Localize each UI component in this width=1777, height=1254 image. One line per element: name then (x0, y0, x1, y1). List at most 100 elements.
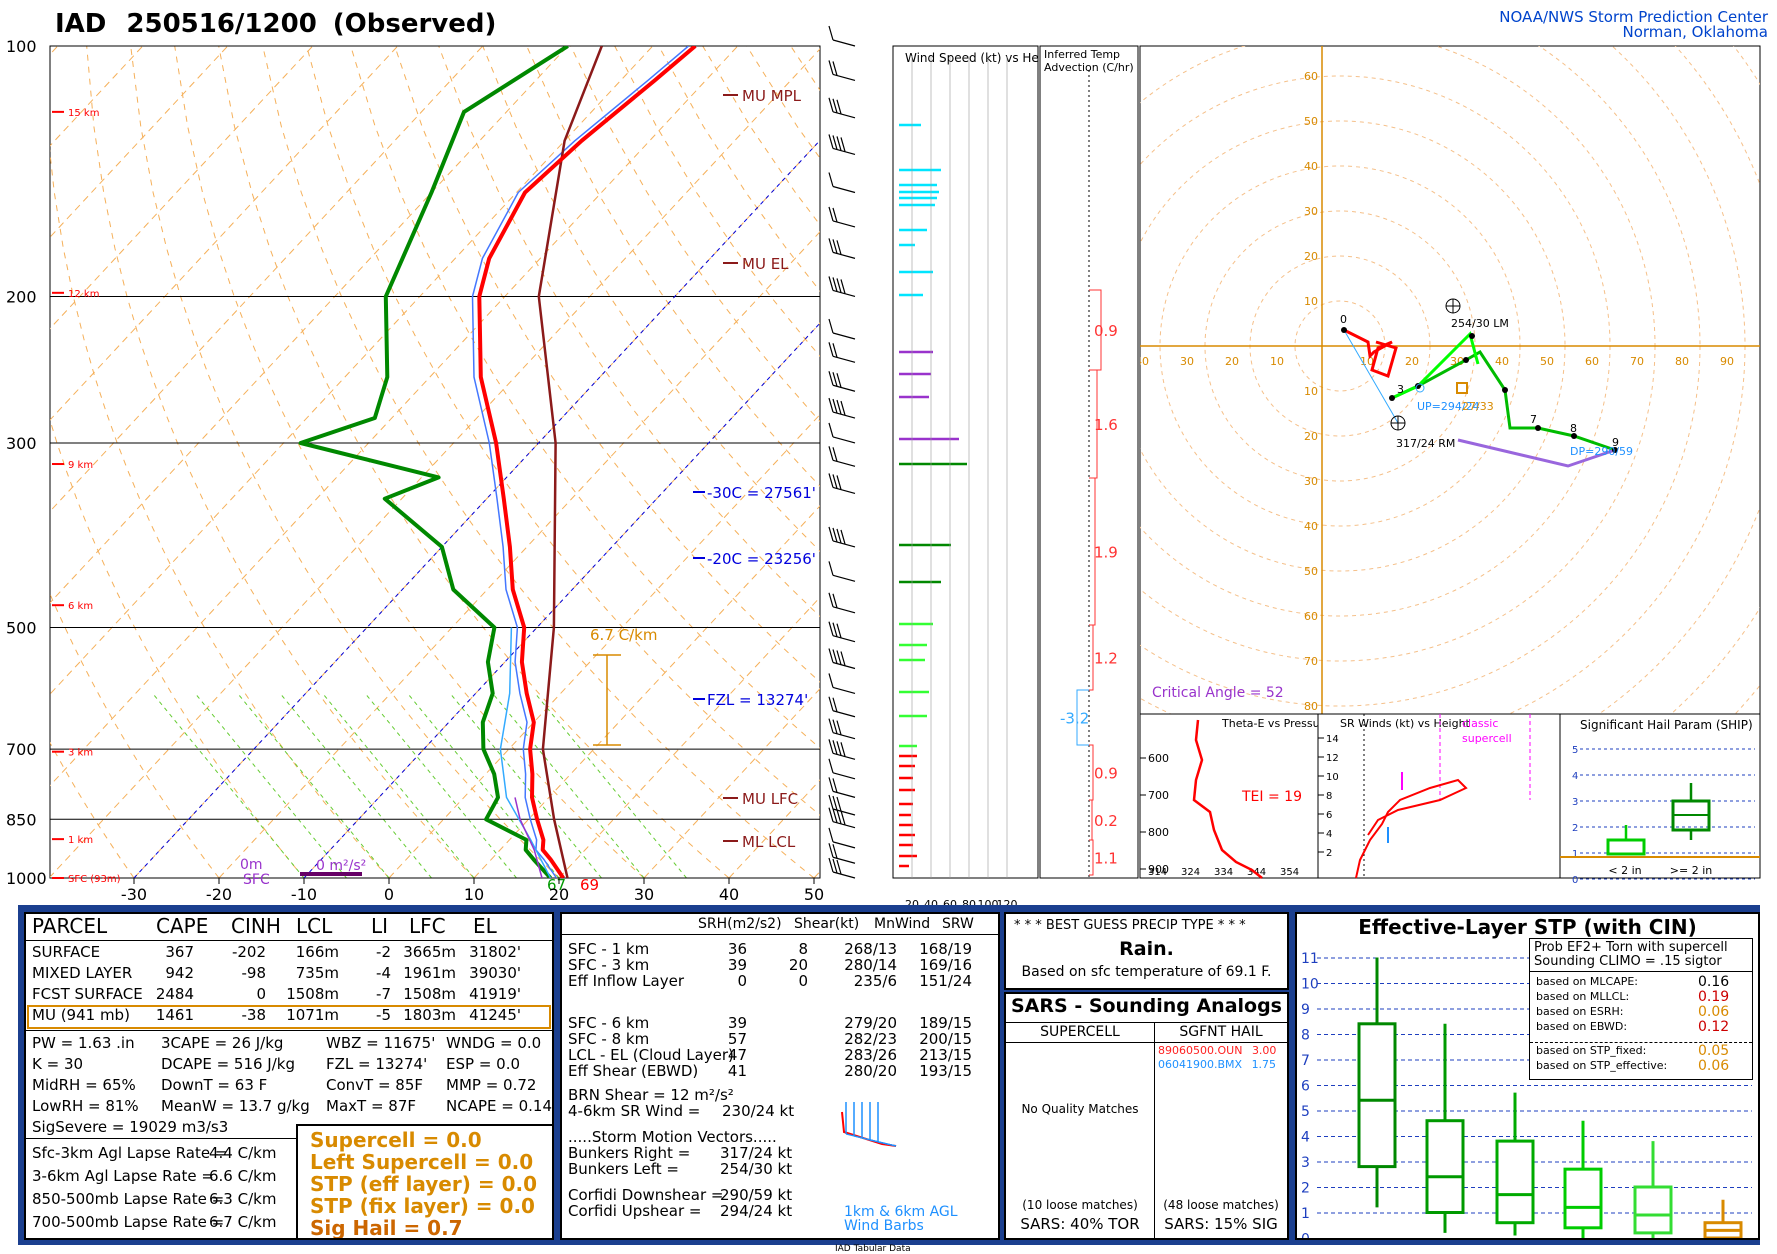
param-value: Left Supercell = 0.0 (310, 1150, 534, 1174)
hodo-ring-label: 60 (1304, 70, 1318, 83)
kin-value: 282/23 (844, 1030, 897, 1048)
param-value: Supercell = 0.0 (310, 1128, 482, 1152)
kin-value: 57 (727, 1030, 747, 1048)
precip-title: * * * BEST GUESS PRECIP TYPE * * * (1014, 918, 1246, 933)
theta-e-ytick: 700 (1148, 789, 1169, 802)
sr-wind-value: 230/24 kt (722, 1102, 795, 1120)
hodo-ring-label: 20 (1405, 355, 1419, 368)
stp-row-value: 0.12 (1698, 1019, 1730, 1035)
theta-e-xtick: 354 (1280, 867, 1299, 878)
kin-value: 280/14 (844, 956, 897, 974)
ship-ytick: 2 (1572, 823, 1578, 834)
storm-motion-label: Corfidi Downshear = (568, 1186, 724, 1204)
hodo-ring-label: 50 (1304, 565, 1318, 578)
kin-value: 169/16 (919, 956, 972, 974)
kin-value: 47 (727, 1046, 747, 1064)
hodo-ring-label: 20 (1304, 430, 1318, 443)
parcel-cell: -98 (241, 964, 267, 982)
skewt-chart: MU MPL MU EL MU LFC ML LCL -30C = 27561' -20C… (6, 37, 824, 904)
kin-label: Eff Shear (EBWD) (568, 1062, 699, 1080)
param-value: STP (eff layer) = 0.0 (310, 1172, 537, 1196)
hodo-ring-label: 40 (1135, 355, 1149, 368)
parcel-cell: 1803m (403, 1006, 456, 1024)
ship-title: Significant Hail Param (SHIP) (1580, 718, 1753, 732)
pressure-tick: 500 (6, 619, 37, 638)
index-value: MeanW = 13.7 g/kg (161, 1097, 310, 1115)
hodo-ring-label: 10 (1304, 385, 1318, 398)
stp-ytick: 2 (1301, 1181, 1310, 1197)
kin-header: SRW (942, 916, 974, 932)
stp-row-value: 0.06 (1698, 1058, 1730, 1074)
index-value: K = 30 (32, 1055, 84, 1073)
kin-value: 0 (798, 972, 808, 990)
lapse-value: 6.7 C/km (209, 1213, 277, 1231)
theta-e-ytick: 800 (1148, 826, 1169, 839)
dewpoint-line (298, 46, 569, 878)
ship-ytick: 5 (1572, 745, 1578, 756)
stp-ytick: 7 (1301, 1053, 1310, 1069)
kin-value: 39 (727, 956, 747, 974)
kin-value: 0 (737, 972, 747, 990)
lapse-label: Sfc-3km Agl Lapse Rate = (32, 1144, 228, 1162)
sars-loose-2: (48 loose matches) (1163, 1198, 1279, 1212)
height-label: 6 km (68, 601, 93, 612)
downdraft-line (514, 797, 543, 878)
sars-match-1-value: 3.00 (1251, 1044, 1277, 1057)
temp-tick: 40 (719, 885, 739, 904)
divider (26, 1138, 296, 1139)
barbs-label: Wind Barbs (844, 1218, 924, 1234)
sars-match-2-value: 1.75 (1251, 1058, 1277, 1071)
parcel-cell: 41919' (469, 985, 521, 1003)
hodo-ring-label: 40 (1304, 160, 1318, 173)
parcel-header: PARCEL (32, 914, 108, 938)
params-box: Supercell = 0.0 Left Supercell = 0.0 STP (… (296, 1124, 552, 1238)
sr-winds-ytick: 12 (1326, 753, 1339, 764)
hodo-label: 0 (1340, 313, 1347, 326)
temp-tick: 10 (464, 885, 484, 904)
theta-e-xtick: 324 (1181, 867, 1200, 878)
hodograph: 1010202030304040505060607070808090901020… (1135, 45, 1761, 715)
index-value: 3CAPE = 26 J/kg (161, 1034, 284, 1052)
parcel-cell: -2 (376, 943, 391, 961)
precip-basis: Based on sfc temperature of 69.1 F. (1021, 964, 1272, 980)
kin-value: 193/15 (919, 1062, 972, 1080)
advection-value: 1.6 (1094, 416, 1118, 434)
stp-ytick: 3 (1301, 1155, 1310, 1171)
station-title: IAD 250516/1200 (Observed) (55, 9, 496, 39)
stp-title: Effective-Layer STP (with CIN) (1358, 915, 1697, 939)
hodo-ring-label: 10 (1270, 355, 1284, 368)
parcel-cell: -7 (376, 985, 391, 1003)
advection-value: -3.2 (1060, 710, 1089, 728)
ship-ytick: 4 (1572, 771, 1578, 782)
skewt-annotation: MU MPL (742, 87, 802, 105)
sr-winds-label: classic (1462, 717, 1498, 730)
hodo-label: 3 (1397, 383, 1404, 396)
sr-winds-ytick: 4 (1326, 829, 1332, 840)
hodo-label: 8 (1570, 422, 1577, 435)
ship-xtick: >= 2 in (1670, 864, 1712, 877)
parcel-cell: MU (941 mb) (32, 1006, 130, 1024)
sr-wind-label: 4-6km SR Wind = (568, 1102, 701, 1120)
kin-value: 235/6 (853, 972, 897, 990)
hodo-label: Critical Angle = 52 (1152, 685, 1284, 701)
org-line-1: NOAA/NWS Storm Prediction Center (1499, 8, 1769, 26)
parcel-cell: 3665m (403, 943, 456, 961)
sars-no-quality: No Quality Matches (1021, 1102, 1139, 1116)
stp-ytick: 9 (1301, 1002, 1310, 1018)
kin-label: Eff Inflow Layer (568, 972, 684, 990)
storm-motion-value: 317/24 kt (720, 1144, 793, 1162)
height-label: 3 km (68, 748, 93, 759)
footer: IAD Tabular Data (835, 1244, 911, 1254)
divider (26, 1030, 552, 1031)
divider (26, 940, 552, 941)
index-value: MMP = 0.72 (446, 1076, 537, 1094)
storm-motion-label: Corfidi Upshear = (568, 1202, 702, 1220)
advection-value: 0.2 (1094, 812, 1118, 830)
parcel-cell: 166m (295, 943, 339, 961)
kin-value: 283/26 (844, 1046, 897, 1064)
hodo-ring-label: 10 (1360, 355, 1374, 368)
stp-prob-line-1: Prob EF2+ Torn with supercell (1534, 940, 1728, 955)
skewt-annotation: -30C = 27561' (707, 484, 816, 502)
index-value: WNDG = 0.0 (446, 1034, 542, 1052)
